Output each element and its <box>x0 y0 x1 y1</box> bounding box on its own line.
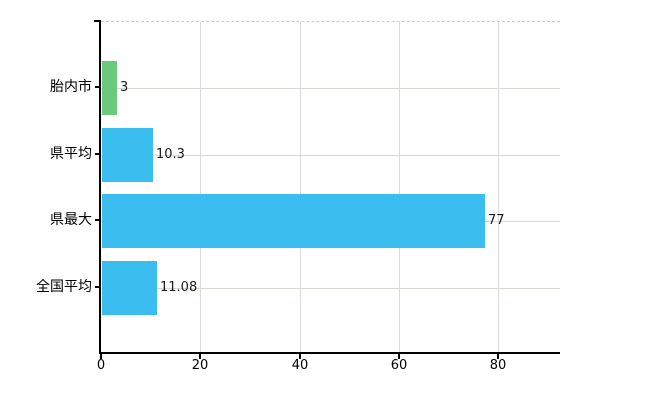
x-tick-label-80: 80 <box>489 358 507 373</box>
y-axis-tick-4 <box>95 286 101 288</box>
value-label-2: 10.3 <box>156 147 185 162</box>
vertical-gridline-40 <box>300 22 301 354</box>
x-axis-tick-0 <box>100 354 102 359</box>
vertical-gridline-60 <box>399 22 400 354</box>
x-tick-label-40: 40 <box>291 358 309 373</box>
horizontal-gridline-2 <box>101 155 560 156</box>
value-label-4: 11.08 <box>160 280 198 295</box>
category-label-2: 県平均 <box>50 146 92 162</box>
category-label-4: 全国平均 <box>36 279 92 295</box>
y-axis-tick-2 <box>95 153 101 155</box>
x-axis-line <box>99 352 560 354</box>
x-tick-label-60: 60 <box>390 358 408 373</box>
y-axis-line <box>99 21 101 354</box>
y-axis-tick-1 <box>95 86 101 88</box>
bar-3 <box>102 194 485 248</box>
bar-4 <box>102 261 157 315</box>
bar-1 <box>102 61 117 115</box>
category-label-1: 胎内市 <box>50 79 92 95</box>
y-axis-tick-3 <box>95 219 101 221</box>
horizontal-gridline-1 <box>101 88 560 89</box>
plot-area: 3 10.3 77 11.08 <box>101 21 560 354</box>
bar-2 <box>102 128 153 182</box>
horizontal-gridline-4 <box>101 288 560 289</box>
y-axis-top-tick <box>94 20 101 22</box>
value-label-3: 77 <box>488 213 505 228</box>
x-axis-tick-80 <box>497 354 499 359</box>
x-tick-label-0: 0 <box>96 358 106 373</box>
x-axis-tick-60 <box>398 354 400 359</box>
category-label-3: 県最大 <box>50 212 92 228</box>
x-tick-label-20: 20 <box>191 358 209 373</box>
x-axis-tick-40 <box>299 354 301 359</box>
vertical-gridline-80 <box>498 22 499 354</box>
vertical-gridline-20 <box>200 22 201 354</box>
value-label-1: 3 <box>120 80 129 95</box>
x-axis-tick-20 <box>199 354 201 359</box>
